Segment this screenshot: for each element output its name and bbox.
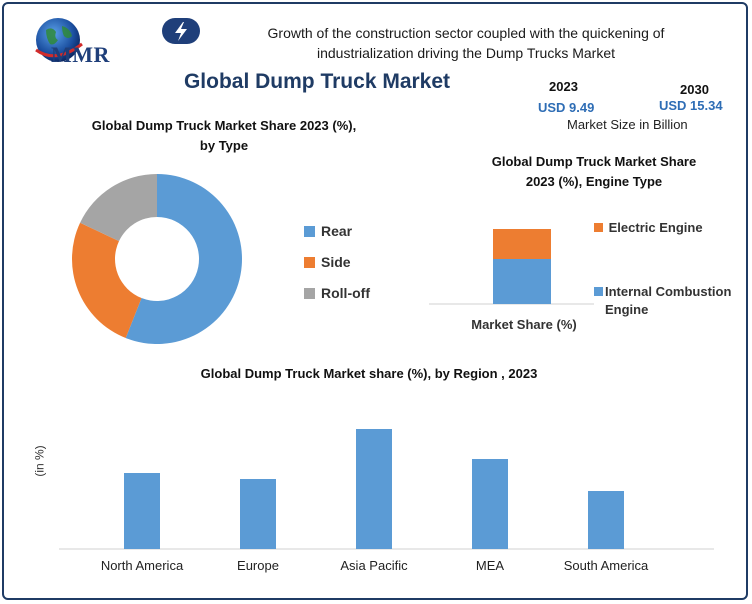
legend-item-ice: Internal Combustion Engine bbox=[594, 283, 744, 319]
market-size-2023: USD 9.49 bbox=[538, 100, 595, 115]
engine-chart-xlabel: Market Share (%) bbox=[471, 317, 577, 332]
legend-swatch-side bbox=[304, 256, 315, 268]
headline: Growth of the construction sector couple… bbox=[267, 25, 665, 61]
x-tick-label: North America bbox=[100, 558, 184, 573]
legend-label: Internal Combustion Engine bbox=[605, 284, 732, 317]
bar-north-america bbox=[124, 473, 160, 549]
region-chart-ylabel: (in %) bbox=[32, 445, 47, 477]
type-chart-title: Global Dump Truck Market Share 2023 (%),… bbox=[91, 118, 357, 153]
engine-chart-title: Global Dump Truck Market Share 2023 (%),… bbox=[491, 154, 697, 189]
donut-slice-rear bbox=[125, 174, 242, 344]
year-2030-label: 2030 bbox=[680, 82, 709, 97]
stacked-bar-chart-engine bbox=[429, 229, 594, 305]
legend-label: Electric Engine bbox=[608, 220, 703, 235]
donut-slice-side bbox=[72, 222, 142, 339]
bar-segment-internal-combustion-engine bbox=[493, 259, 551, 304]
donut-slice-roll-off bbox=[80, 174, 157, 242]
legend-swatch-ice bbox=[594, 287, 603, 296]
lightning-bolt-icon bbox=[162, 18, 200, 44]
x-tick-label: MEA bbox=[475, 558, 505, 573]
bar-europe bbox=[240, 479, 276, 549]
market-size-caption: Market Size in Billion bbox=[567, 117, 688, 132]
year-2023-label: 2023 bbox=[549, 79, 578, 94]
region-chart-title: Global Dump Truck Market share (%), by R… bbox=[200, 366, 538, 381]
legend-item-rear: Rear bbox=[304, 223, 352, 239]
legend-item-side: Side bbox=[304, 254, 351, 270]
x-tick-label: Asia Pacific bbox=[340, 558, 408, 573]
legend-label: Rear bbox=[321, 223, 353, 239]
x-tick-label: South America bbox=[563, 558, 649, 573]
bar-asia-pacific bbox=[356, 429, 392, 549]
legend-item-roll-off: Roll-off bbox=[304, 285, 370, 301]
globe-logo-icon bbox=[35, 18, 83, 62]
legend-swatch-electric bbox=[594, 223, 603, 232]
legend-swatch-rear bbox=[304, 225, 315, 237]
logo-text: MMR bbox=[51, 42, 110, 67]
bar-segment-electric-engine bbox=[493, 229, 551, 259]
legend-swatch-roll-off bbox=[304, 287, 315, 299]
x-tick-label: Europe bbox=[237, 558, 279, 573]
page-title: Global Dump Truck Market bbox=[183, 70, 451, 93]
bar-south-america bbox=[588, 491, 624, 549]
bar-mea bbox=[472, 459, 508, 549]
legend-label: Side bbox=[321, 254, 351, 270]
legend-label: Roll-off bbox=[321, 285, 370, 301]
market-size-2030: USD 15.34 bbox=[659, 98, 723, 113]
legend-item-electric: Electric Engine bbox=[594, 219, 703, 237]
donut-chart-type bbox=[72, 174, 242, 344]
bar-chart-region bbox=[59, 429, 714, 550]
